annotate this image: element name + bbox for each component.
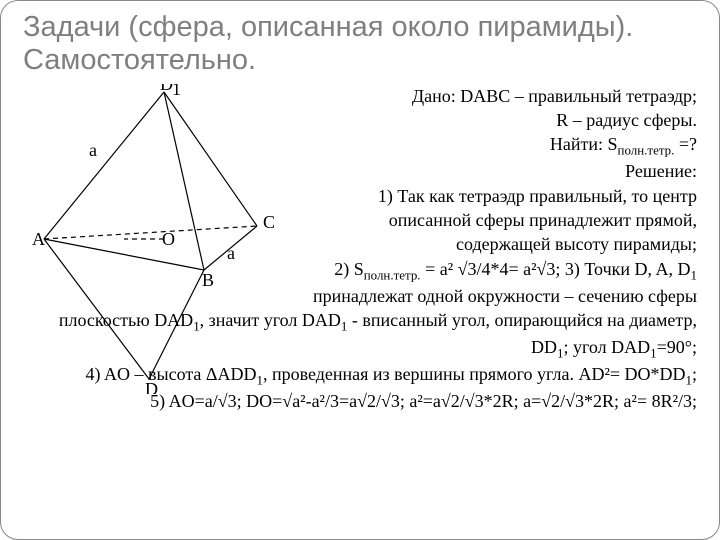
svg-text:C: C [263,212,275,232]
svg-text:A: A [32,229,45,249]
svg-text:1: 1 [172,84,181,99]
given-line-2: R – радиус сферы. [298,108,697,132]
svg-text:a: a [89,140,97,160]
tetrahedron-diagram: ABCD1DOaa [29,84,289,394]
given-line-3: Найти: Sполн.тетр. =? [298,132,697,159]
solution-label: Решение: [298,159,697,183]
svg-text:a: a [227,243,235,263]
step-1: 1) Так как тетраэдр правильный, то центр… [298,184,697,257]
given-block: Дано: DABC – правильный тетраэдр; R – ра… [298,84,697,308]
diagram-svg: ABCD1DOaa [29,84,289,394]
content-area: ABCD1DOaa Дано: DABC – правильный тетраэ… [23,84,697,414]
svg-text:D: D [145,379,158,394]
slide-title: Задачи (сфера, описанная около пирамиды)… [23,11,697,78]
step-2: 2) Sполн.тетр. = а² √3/4*4= а²√3; 3) Точ… [298,257,697,308]
given-line-1: Дано: DABC – правильный тетраэдр; [298,84,697,108]
svg-text:O: O [162,229,175,249]
slide: Задачи (сфера, описанная около пирамиды)… [0,0,720,540]
svg-text:B: B [202,270,214,290]
